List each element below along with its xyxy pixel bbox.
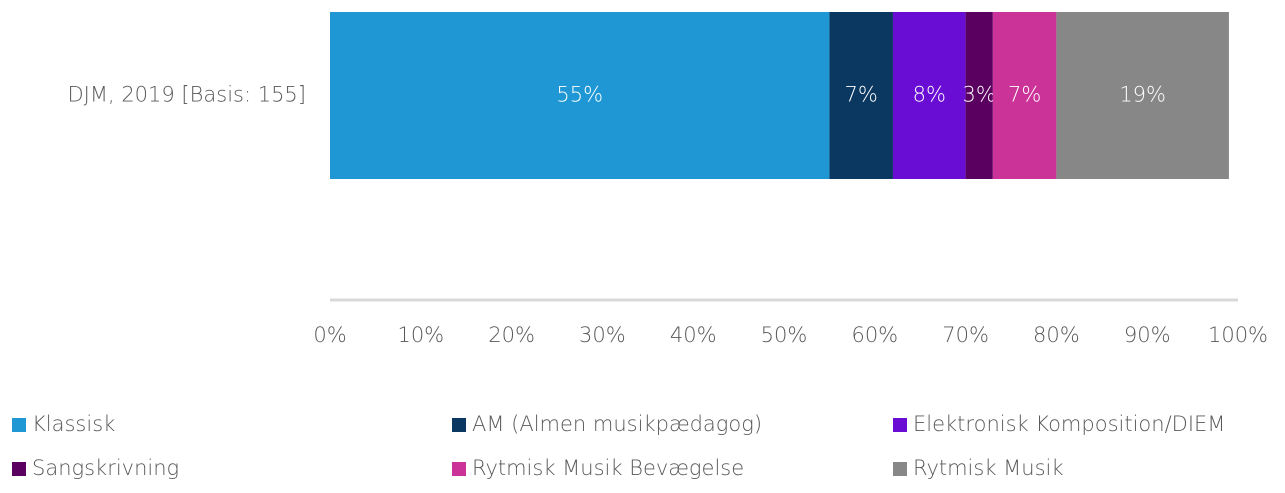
x-tick-label: 50% bbox=[761, 323, 808, 347]
bar-label: 55% bbox=[556, 83, 603, 107]
bar-segment bbox=[1056, 12, 1229, 179]
x-tick-label: 20% bbox=[488, 323, 535, 347]
legend-label: Sangskrivning bbox=[32, 456, 179, 480]
legend-swatch bbox=[893, 462, 907, 476]
x-tick-label: 40% bbox=[670, 323, 717, 347]
x-tick-label: 80% bbox=[1033, 323, 1080, 347]
bar-segment bbox=[330, 12, 830, 179]
x-tick-label: 0% bbox=[313, 323, 346, 347]
x-tick-label: 10% bbox=[397, 323, 444, 347]
x-tick-label: 70% bbox=[942, 323, 989, 347]
x-tick-label: 90% bbox=[1124, 323, 1171, 347]
legend-label: Elektronisk Komposition/DIEM bbox=[913, 412, 1225, 436]
legend-swatch bbox=[12, 418, 26, 432]
x-tick-label: 100% bbox=[1208, 323, 1268, 347]
category-label: DJM, 2019 [Basis: 155] bbox=[67, 83, 306, 107]
x-tick-label: 30% bbox=[579, 323, 626, 347]
x-tick-label: 60% bbox=[851, 323, 898, 347]
bar-label: 8% bbox=[913, 83, 946, 107]
bar-segment bbox=[992, 12, 1057, 179]
legend-label: Rytmisk Musik Bevægelse bbox=[472, 456, 744, 480]
legend-swatch bbox=[893, 418, 907, 432]
legend-swatch bbox=[12, 462, 26, 476]
bar-label: 3% bbox=[963, 83, 996, 107]
bar-label: 7% bbox=[845, 83, 878, 107]
bar-label: 19% bbox=[1119, 83, 1166, 107]
bar-segment bbox=[892, 12, 966, 179]
legend-label: Rytmisk Musik bbox=[913, 456, 1064, 480]
bar-label: 7% bbox=[1008, 83, 1041, 107]
legend-swatch bbox=[452, 462, 466, 476]
legend-swatch bbox=[452, 418, 466, 432]
bar-segment bbox=[965, 12, 993, 179]
legend-label: AM (Almen musikpædagog) bbox=[472, 412, 762, 436]
legend-label: Klassisk bbox=[32, 412, 115, 436]
bar-segment bbox=[829, 12, 893, 179]
